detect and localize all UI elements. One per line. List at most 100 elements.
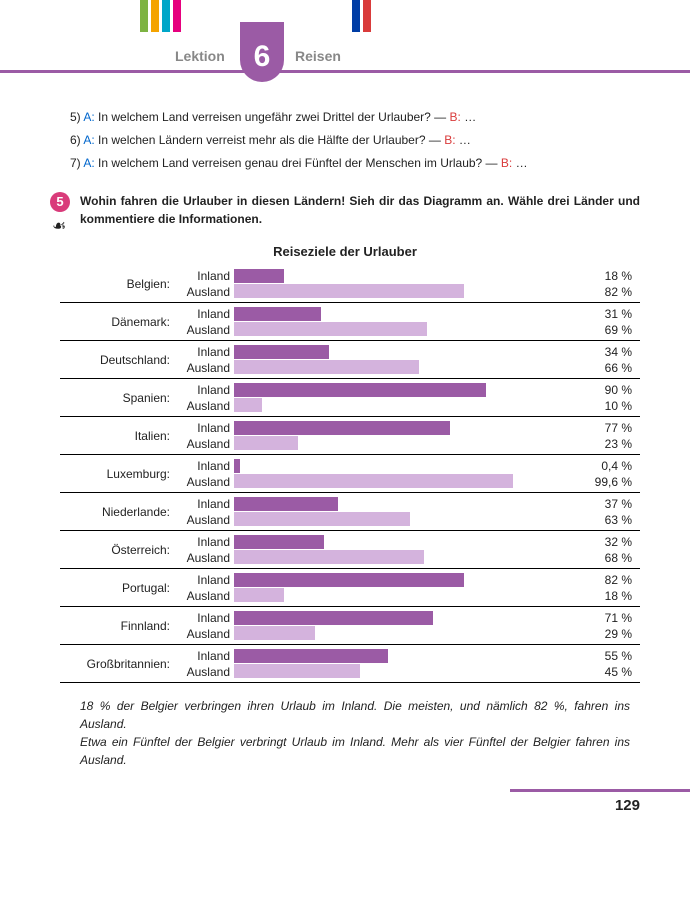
bar-area [234,458,570,490]
percent-labels: 18 %82 % [570,268,640,300]
question-item: 6) A: In welchen Ländern verreist mehr a… [70,131,640,150]
bar-inland [234,383,486,397]
speaker-icon: ☙ [52,216,70,236]
bar-inland [234,459,240,473]
bar-area [234,610,570,642]
exercise-block: 5 ☙ Wohin fahren die Urlauber in diesen … [50,192,640,236]
bar-inland [234,421,450,435]
bar-labels: InlandAusland [174,420,234,452]
country-name: Belgien: [60,277,174,291]
bar-area [234,268,570,300]
color-bars-right [352,0,371,32]
bar-labels: InlandAusland [174,268,234,300]
chart-row: Österreich:InlandAusland 32 %68 % [60,531,640,569]
bar-ausland [234,284,464,298]
page-footer: 129 [50,789,640,819]
bar-chart: Belgien:InlandAusland18 %82 %Dänemark:In… [60,265,640,683]
bar-area [234,648,570,680]
chart-row: Portugal:InlandAusland 82 %18 % [60,569,640,607]
bar-ausland [234,360,419,374]
bar-inland [234,307,321,321]
bar-area [234,496,570,528]
bar-labels: InlandAusland [174,382,234,414]
exercise-text: Wohin fahren die Urlauber in diesen Länd… [80,192,640,228]
percent-labels: 34 %66 % [570,344,640,376]
bar-inland [234,611,433,625]
bar-area [234,306,570,338]
chart-row: Luxemburg:InlandAusland 0,4 %99,6 % [60,455,640,493]
color-bars-left [140,0,181,32]
bar-ausland [234,398,262,412]
bar-ausland [234,588,284,602]
percent-labels: 82 %18 % [570,572,640,604]
bar-area [234,572,570,604]
bar-area [234,420,570,452]
country-name: Deutschland: [60,353,174,367]
bar-area [234,344,570,376]
country-name: Italien: [60,429,174,443]
percent-labels: 71 %29 % [570,610,640,642]
bar-inland [234,649,388,663]
chart-row: Deutschland:InlandAusland 34 %66 % [60,341,640,379]
country-name: Spanien: [60,391,174,405]
bar-ausland [234,626,315,640]
bar-labels: InlandAusland [174,610,234,642]
country-name: Niederlande: [60,505,174,519]
country-name: Finnland: [60,619,174,633]
caption-p2: Etwa ein Fünftel der Belgier verbringt U… [80,733,630,769]
bar-labels: InlandAusland [174,496,234,528]
exercise-number-badge: 5 [50,192,70,212]
page-header: Lektion 6 Reisen [50,0,640,90]
chart-row: Finnland:InlandAusland 71 %29 % [60,607,640,645]
country-name: Großbritannien: [60,657,174,671]
bar-labels: InlandAusland [174,648,234,680]
chart-caption: 18 % der Belgier verbringen ihren Urlaub… [80,697,630,769]
bar-area [234,534,570,566]
section-label: Reisen [295,48,341,64]
percent-labels: 31 %69 % [570,306,640,338]
bar-ausland [234,474,513,488]
bar-inland [234,497,338,511]
chart-row: Großbritannien:InlandAusland 55 %45 % [60,645,640,683]
percent-labels: 0,4 %99,6 % [570,458,640,490]
bar-ausland [234,664,360,678]
country-name: Luxemburg: [60,467,174,481]
bar-ausland [234,512,410,526]
lesson-label: Lektion [175,48,225,64]
percent-labels: 55 %45 % [570,648,640,680]
bar-inland [234,345,329,359]
bar-labels: InlandAusland [174,344,234,376]
caption-p1: 18 % der Belgier verbringen ihren Urlaub… [80,697,630,733]
bar-labels: InlandAusland [174,534,234,566]
country-name: Portugal: [60,581,174,595]
bar-area [234,382,570,414]
chart-row: Belgien:InlandAusland 18 %82 % [60,265,640,303]
bar-labels: InlandAusland [174,306,234,338]
country-name: Österreich: [60,543,174,557]
question-item: 5) A: In welchem Land verreisen ungefähr… [70,108,640,127]
bar-inland [234,269,284,283]
chart-row: Spanien:InlandAusland 90 %10 % [60,379,640,417]
percent-labels: 37 %63 % [570,496,640,528]
bar-ausland [234,436,298,450]
bar-inland [234,535,324,549]
percent-labels: 77 %23 % [570,420,640,452]
bar-inland [234,573,464,587]
chart-row: Niederlande:InlandAusland 37 %63 % [60,493,640,531]
bar-ausland [234,550,424,564]
bar-labels: InlandAusland [174,572,234,604]
question-list: 5) A: In welchem Land verreisen ungefähr… [70,108,640,174]
chart-title: Reiseziele der Urlauber [50,244,640,259]
footer-rule [510,789,690,792]
country-name: Dänemark: [60,315,174,329]
page-number: 129 [615,797,640,814]
bar-labels: InlandAusland [174,458,234,490]
chart-row: Italien:InlandAusland 77 %23 % [60,417,640,455]
header-rule [0,70,690,73]
chart-row: Dänemark:InlandAusland 31 %69 % [60,303,640,341]
percent-labels: 90 %10 % [570,382,640,414]
question-item: 7) A: In welchem Land verreisen genau dr… [70,154,640,173]
lesson-number-tab: 6 [240,22,284,82]
bar-ausland [234,322,427,336]
percent-labels: 32 %68 % [570,534,640,566]
